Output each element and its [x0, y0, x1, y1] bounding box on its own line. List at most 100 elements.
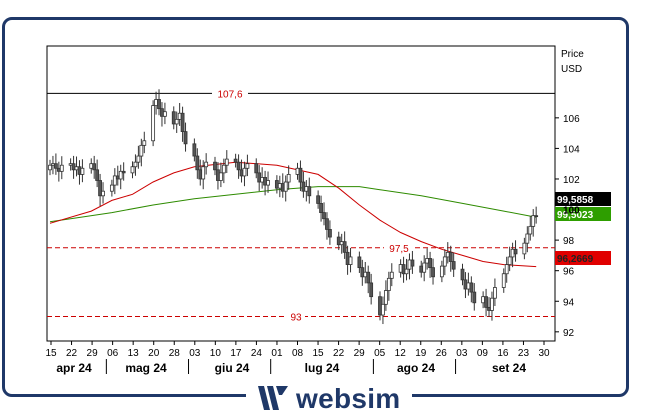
candle [92, 163, 97, 171]
candle [525, 233, 530, 244]
last-value-tag [555, 251, 611, 265]
candle [174, 118, 179, 125]
ma-short-line [49, 161, 537, 268]
candle [109, 184, 114, 192]
candle [59, 164, 64, 172]
candle [428, 258, 432, 269]
x-tick-label: 26 [436, 348, 448, 359]
x-tick-label: 08 [292, 348, 304, 359]
x-tick-label: 29 [87, 348, 99, 359]
x-tick-label: 22 [66, 348, 78, 359]
candle [404, 268, 409, 275]
last-value-tag [555, 192, 611, 206]
candle [118, 170, 123, 180]
x-tick-label: 20 [148, 348, 160, 359]
reference-line-label: 93 [290, 313, 302, 324]
y-tick-label: 94 [563, 297, 575, 308]
candle [336, 236, 341, 246]
reference-line-label: 97,5 [389, 244, 409, 255]
month-label: mag 24 [125, 361, 167, 375]
candle [513, 248, 518, 255]
reference-label-bg [212, 87, 248, 100]
brand-name: websim [296, 383, 401, 414]
x-tick-label: 29 [354, 348, 366, 359]
x-tick-label: 15 [45, 348, 57, 359]
candle [493, 287, 497, 299]
candle [386, 277, 391, 291]
candle [139, 144, 144, 157]
y-axis-title: Price [561, 49, 584, 60]
plot-area [46, 45, 556, 342]
candle [357, 256, 362, 269]
candle [157, 99, 161, 110]
candle [98, 180, 102, 197]
candle [501, 273, 506, 288]
last-value-label: 96,2669 [557, 254, 594, 265]
x-tick-label: 09 [477, 348, 489, 359]
candle [133, 161, 138, 168]
candle [233, 158, 238, 163]
candle [53, 163, 58, 169]
candle [342, 241, 347, 253]
candle [180, 112, 185, 132]
candle [534, 215, 539, 218]
last-value-label: 99,5023 [557, 210, 594, 221]
candle [507, 256, 512, 265]
y-tick-label: 102 [563, 175, 580, 186]
candle [192, 143, 197, 157]
candle [218, 172, 223, 181]
x-tick-label: 24 [251, 348, 263, 359]
candle [112, 175, 117, 186]
candle [451, 261, 456, 270]
candle [460, 268, 465, 281]
candle [254, 163, 259, 174]
x-tick-label: 03 [189, 348, 201, 359]
candle [48, 164, 52, 171]
month-label: apr 24 [56, 361, 92, 375]
x-tick-label: 13 [128, 348, 140, 359]
month-label: set 24 [492, 361, 526, 375]
x-tick-label: 15 [312, 348, 324, 359]
x-tick-label: 03 [456, 348, 468, 359]
candle [298, 167, 303, 183]
candle [431, 267, 435, 278]
x-tick-label: 06 [107, 348, 119, 359]
candle [319, 203, 323, 214]
candle [213, 161, 217, 171]
y-tick-label: 98 [563, 236, 575, 247]
candle [101, 190, 105, 197]
candle [448, 251, 453, 262]
candle [307, 186, 312, 197]
websim-logo-icon [258, 386, 288, 410]
chart-frame [2, 17, 629, 397]
last-value-label: 99,5858 [557, 195, 594, 206]
x-tick-label: 17 [230, 348, 242, 359]
candle [195, 155, 200, 171]
y-axis-unit: USD [561, 64, 582, 75]
y-tick-label: 100 [563, 206, 580, 217]
candle [328, 229, 332, 238]
x-tick-label: 23 [518, 348, 530, 359]
candle [490, 297, 494, 311]
candle [422, 262, 427, 273]
candle [283, 181, 288, 192]
candle [266, 180, 270, 186]
candle [224, 158, 229, 166]
reference-line-label: 107,6 [217, 89, 242, 100]
candle [95, 169, 100, 181]
candle [242, 167, 247, 177]
x-tick-label: 12 [395, 348, 407, 359]
candle [245, 163, 250, 169]
reference-label-bg [384, 241, 414, 254]
candle [130, 166, 135, 174]
candle [204, 161, 209, 168]
candle [504, 264, 509, 275]
x-tick-label: 30 [538, 348, 550, 359]
y-tick-label: 96 [563, 267, 575, 278]
ma-long-line [49, 186, 537, 223]
candle [528, 225, 533, 235]
candle [383, 290, 388, 305]
candle [221, 164, 226, 174]
candle [469, 282, 474, 293]
